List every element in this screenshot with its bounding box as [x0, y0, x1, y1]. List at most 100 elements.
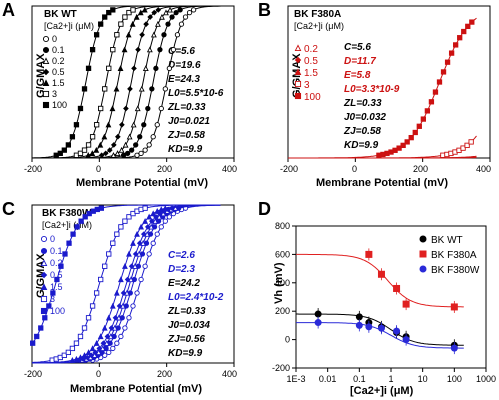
- data-point: [117, 276, 124, 283]
- data-point: [139, 31, 145, 38]
- data-point: [131, 65, 137, 72]
- legend-entry: 100: [304, 92, 321, 103]
- data-point: [140, 231, 147, 237]
- data-point: [114, 32, 120, 38]
- x-tick-label: -200: [24, 164, 42, 174]
- data-point: [146, 142, 152, 148]
- legend-entry: 1.5: [50, 282, 63, 292]
- data-point: [42, 101, 50, 109]
- param: D=11.7: [344, 56, 376, 67]
- x-tick-label: 0.1: [353, 374, 366, 384]
- data-point: [377, 324, 385, 332]
- data-point: [126, 9, 132, 16]
- param: J0=0.021: [168, 116, 210, 127]
- data-point: [118, 21, 124, 27]
- legend-entry: 0.1: [50, 246, 63, 256]
- data-point: [62, 251, 68, 257]
- data-point: [57, 150, 63, 156]
- legend-entry: 3: [304, 80, 310, 91]
- fit-parameters: C=5.6 D=11.7 E=5.8 L0=3.3*10-9 ZL=0.33 J…: [343, 42, 400, 151]
- data-point: [127, 86, 133, 92]
- data-point: [169, 14, 175, 20]
- data-point: [97, 141, 104, 148]
- data-point: [142, 205, 148, 211]
- data-point: [114, 150, 121, 156]
- data-point: [93, 339, 100, 346]
- x-tick-label: 0.01: [319, 374, 337, 384]
- data-point: [102, 263, 108, 269]
- data-point: [130, 7, 136, 13]
- data-point: [101, 133, 108, 140]
- param: J0=0.034: [168, 320, 210, 331]
- data-point: [123, 105, 129, 112]
- fit-parameters: C=2.6 D=2.3 E=24.2 L0=2.4*10-2 ZL=0.33 J…: [167, 250, 224, 359]
- data-point: [450, 303, 458, 311]
- data-point: [457, 35, 463, 41]
- param: D=2.3: [168, 264, 195, 275]
- data-point: [42, 46, 50, 54]
- data-point: [161, 32, 167, 38]
- data-point: [40, 295, 48, 303]
- data-point: [89, 303, 96, 309]
- data-point: [138, 150, 144, 156]
- data-point: [146, 46, 153, 53]
- data-point: [85, 315, 92, 321]
- data-point: [82, 214, 88, 220]
- data-point: [170, 47, 177, 53]
- legend-marker: [419, 250, 427, 258]
- data-point: [453, 42, 459, 48]
- data-point: [113, 85, 120, 92]
- data-point: [134, 105, 141, 112]
- data-point: [61, 147, 67, 153]
- data-point: [89, 345, 96, 352]
- y-tick-label: 600: [275, 249, 290, 259]
- data-point: [402, 300, 410, 308]
- data-point: [155, 7, 162, 13]
- panel-title: BK F380W: [42, 208, 92, 219]
- data-point: [469, 19, 475, 25]
- data-point: [110, 345, 116, 352]
- data-point: [42, 90, 50, 98]
- data-point: [137, 134, 143, 140]
- data-point: [108, 325, 115, 331]
- data-point: [101, 324, 108, 331]
- data-point: [81, 86, 88, 92]
- data-point: [104, 333, 111, 340]
- data-point: [166, 65, 173, 71]
- data-point: [96, 345, 103, 352]
- plot-marks: [30, 204, 235, 367]
- data-point: [141, 6, 148, 13]
- data-point: [81, 325, 88, 331]
- data-point: [113, 289, 120, 296]
- data-point: [138, 85, 145, 92]
- data-point: [69, 356, 76, 363]
- data-point: [40, 259, 48, 267]
- y-ticks: 800 600 400 200 0 -200: [272, 221, 296, 373]
- data-point: [151, 9, 158, 16]
- data-point: [85, 152, 92, 158]
- data-point: [158, 206, 165, 213]
- data-point: [42, 57, 50, 65]
- data-point: [460, 145, 466, 151]
- data-point: [110, 142, 117, 148]
- data-point: [40, 271, 48, 279]
- data-point: [465, 23, 471, 30]
- data-point: [145, 105, 151, 112]
- legend-entry: BK F380A: [431, 250, 477, 261]
- data-point: [132, 251, 139, 257]
- data-point: [142, 263, 148, 269]
- legend-title: [Ca2+]i (μM): [294, 21, 344, 31]
- data-point: [150, 210, 157, 217]
- data-point: [40, 283, 48, 291]
- legend: 0.2 0.5 1.5 3 100: [304, 44, 321, 103]
- data-point: [294, 56, 302, 64]
- data-point: [150, 31, 157, 38]
- data-point: [122, 14, 128, 20]
- x-tick-label: -200: [24, 369, 42, 379]
- x-tick-label: 1E-3: [286, 374, 305, 384]
- legend-entry: 0.5: [50, 270, 63, 280]
- data-point: [106, 349, 112, 356]
- param: E=5.8: [344, 70, 371, 81]
- legend-entry: 0: [52, 34, 57, 44]
